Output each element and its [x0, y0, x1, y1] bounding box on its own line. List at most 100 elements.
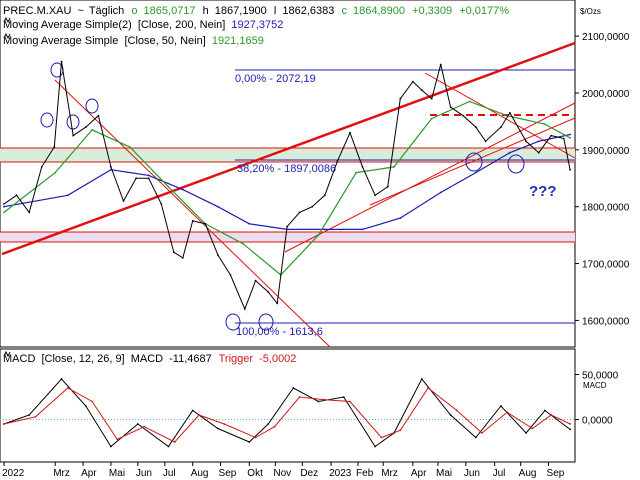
price-point: [323, 194, 326, 197]
price-point: [399, 97, 402, 100]
ma200-point: [323, 228, 326, 231]
macd-tick-label: 0,0000: [582, 416, 613, 427]
ma200-legend-name: Moving Average Simple(2): [3, 19, 132, 31]
time-tick-label: Mrz: [381, 468, 398, 479]
trigger-point: [3, 423, 5, 425]
ma200-point: [181, 188, 184, 191]
ma50-point: [393, 166, 395, 168]
macd-legend-icon: [3, 350, 11, 358]
ma200-legend: Moving Average Simple(2) [Close, 200, Ne…: [3, 19, 283, 31]
fib-100-label: 100,00% - 1613,6: [236, 326, 323, 338]
trigger-point: [34, 415, 37, 418]
trigger-point: [506, 411, 509, 414]
peak-marker-2: [40, 112, 54, 128]
question-annotation: ???: [529, 183, 557, 200]
ma50-legend-params: [Close, 50, Nein]: [124, 35, 205, 47]
header-l-value: 1862,6383: [282, 5, 334, 17]
ma200-point: [147, 174, 150, 177]
trigger-point: [427, 387, 429, 389]
macd-point: [342, 396, 345, 398]
time-tick-label: Sep: [219, 468, 237, 479]
ma50-point: [468, 100, 471, 103]
macd-axis: 50,0000 0,0000: [575, 371, 619, 427]
macd-point: [28, 414, 31, 416]
pink-band: [0, 232, 575, 242]
price-point: [28, 211, 31, 214]
time-tick-label: Apr: [81, 468, 97, 479]
peak-marker-3: [66, 114, 80, 130]
ma200-point: [474, 171, 477, 174]
macd-point: [449, 414, 452, 416]
price-point: [40, 166, 43, 168]
price-point: [430, 97, 433, 100]
ma50-legend-icon: [3, 32, 11, 40]
trough-marker-1: [225, 313, 241, 331]
price-point: [229, 274, 232, 276]
time-axis: 2022 Mrz Apr Mai Jun Jul Aug Sep Okt Nov Dez 2023 Fe…: [2, 462, 565, 479]
ma50-point: [128, 146, 131, 148]
price-point: [172, 251, 175, 254]
ma200-point: [537, 140, 540, 143]
ma200-point: [248, 222, 251, 225]
fib-38-label: 38,20% - 1897,0086: [237, 163, 336, 175]
ma200-point: [569, 133, 571, 136]
time-tick-label: 2022: [2, 468, 25, 479]
macd-point: [474, 436, 477, 439]
header-o-label: o: [131, 5, 137, 17]
trigger-point: [116, 438, 119, 441]
price-point: [420, 89, 423, 91]
price-point: [84, 126, 87, 128]
macd-legend-value-label: MACD: [131, 353, 163, 365]
time-tick-label: Nov: [273, 468, 291, 479]
macd-point: [167, 445, 170, 448]
macd-axis-title: MACD: [583, 381, 607, 390]
trigger-series: [3, 387, 571, 443]
ma50-point: [54, 171, 57, 174]
header-tilde: ~: [78, 5, 84, 17]
price-point: [217, 254, 219, 256]
ma200-point: [399, 217, 402, 220]
trigger-point: [380, 436, 383, 439]
trigger-legend-value: -5,0002: [259, 353, 296, 365]
trigger-point: [66, 387, 69, 389]
channel-line-upper: [284, 102, 576, 253]
price-point: [537, 151, 540, 154]
macd-legend: MACD [Close, 12, 26, 9] MACD -11,4687 Tr…: [3, 353, 296, 365]
trigger-legend-label: Trigger: [219, 353, 254, 365]
trigger-point: [323, 398, 326, 401]
price-point: [349, 131, 351, 134]
price-point: [53, 146, 56, 148]
macd-point: [525, 432, 527, 434]
channel-line-lower: [369, 117, 576, 206]
time-tick-label: Aug: [191, 468, 209, 479]
ma50-point: [3, 211, 5, 214]
macd-point: [217, 427, 219, 430]
peak-marker-4: [85, 98, 99, 114]
price-point: [72, 134, 75, 137]
ma200-legend-value: 1927,3752: [231, 19, 283, 31]
ma200-point: [439, 191, 442, 194]
trough-marker-4: [507, 154, 525, 174]
ma50-point: [91, 129, 93, 131]
time-tick-label: Mai: [436, 468, 452, 479]
price-point: [122, 200, 125, 202]
ma50-legend-value: 1921,1659: [212, 35, 264, 47]
ma200-point: [66, 194, 69, 197]
macd-tick-label: 50,0000: [582, 371, 619, 382]
price-point: [286, 225, 288, 228]
macd-legend-value: -11,4687: [169, 353, 212, 365]
price-point: [160, 203, 163, 205]
trigger-point: [198, 414, 200, 416]
price-point: [97, 114, 100, 117]
trough-marker-2: [258, 313, 274, 331]
price-point: [462, 114, 465, 117]
trigger-point: [254, 436, 257, 439]
time-tick-label: 2023: [329, 468, 352, 479]
price-point: [181, 257, 184, 259]
ma200-point: [3, 205, 5, 208]
macd-point: [569, 428, 571, 431]
fib-0-label: 0,00% - 2072,19: [235, 73, 316, 85]
time-tick-label: Jun: [136, 468, 152, 479]
price-point: [298, 211, 301, 214]
